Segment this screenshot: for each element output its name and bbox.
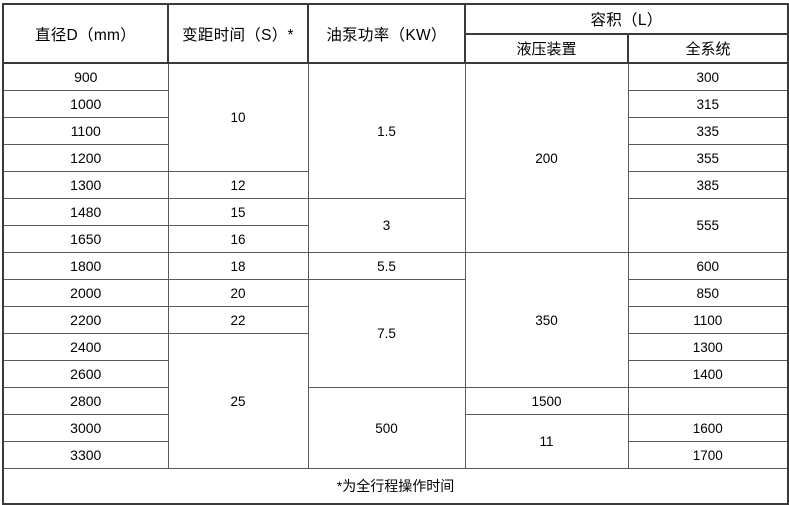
- cell-diameter: 2000: [2, 279, 169, 307]
- cell-diameter: 1480: [2, 198, 169, 226]
- table-body: 900 10 1.5 200 300 1000 315 1100 335 1200 355 1300 1…: [2, 62, 789, 469]
- cell-volume-system: 600: [627, 252, 789, 280]
- header-row-secondary: 液压装置 全系统: [3, 33, 789, 64]
- cell-pitch-time: 16: [167, 225, 309, 253]
- cell-diameter: 1200: [2, 144, 169, 172]
- cell-diameter: 2600: [2, 360, 169, 388]
- table-row: 1000 315: [2, 90, 789, 118]
- cell-pitch-time: 10: [167, 62, 309, 172]
- spec-table-container: 直径D（mm） 变距时间（S）* 油泵功率（KW） 容积（L） 液压装置 全系统…: [2, 3, 789, 505]
- cell-diameter: 1100: [2, 117, 169, 145]
- table-row: 2200 22 1100: [2, 306, 789, 334]
- table-row: 1200 355: [2, 144, 789, 172]
- table-row: 1650 16: [2, 225, 788, 253]
- table-row: 900 10 1.5 200 300: [2, 62, 789, 253]
- header-volume-system: 全系统: [627, 33, 789, 64]
- cell-diameter: 1000: [2, 90, 169, 118]
- header-pump-power: 油泵功率（KW）: [307, 3, 466, 64]
- cell-volume-system: 1500: [464, 387, 629, 415]
- cell-diameter: 2800: [2, 387, 169, 415]
- header-volume-group: 容积（L）: [464, 3, 789, 35]
- cell-pump-power: 11: [464, 414, 629, 469]
- header-pitch-time: 变距时间（S）*: [167, 3, 309, 64]
- cell-pitch-time: 25: [167, 333, 309, 469]
- cell-pump-power: 1.5: [307, 62, 466, 199]
- cell-volume-hydraulic: 200: [464, 62, 629, 253]
- cell-pitch-time: 22: [167, 306, 309, 334]
- cell-pitch-time: 18: [167, 252, 309, 280]
- cell-diameter: 900: [2, 62, 169, 91]
- table-row: 1800 18 5.5 350 600: [2, 252, 789, 388]
- cell-diameter: 1300: [2, 171, 169, 199]
- cell-volume-system: 1700: [627, 441, 789, 469]
- cell-volume-system: 335: [627, 117, 789, 145]
- cell-volume-system: 1100: [627, 306, 789, 334]
- header-volume-hydraulic: 液压装置: [464, 33, 629, 64]
- cell-diameter: 3000: [2, 414, 169, 442]
- cell-volume-hydraulic: 350: [464, 252, 629, 388]
- cell-pitch-time: 20: [167, 279, 309, 307]
- header-row-primary: 直径D（mm） 变距时间（S）* 油泵功率（KW） 容积（L）: [2, 3, 789, 64]
- cell-volume-system: 1400: [627, 360, 789, 388]
- cell-diameter: 3300: [2, 441, 169, 469]
- table-row: 3300 1700: [2, 441, 789, 469]
- cell-volume-system: 355: [627, 144, 789, 172]
- cell-volume-system: 1300: [627, 333, 789, 361]
- hydraulic-specification-table: 直径D（mm） 变距时间（S）* 油泵功率（KW） 容积（L） 液压装置 全系统…: [2, 3, 789, 505]
- table-row: 1480 15 3 555: [2, 198, 789, 253]
- footnote-text: *为全行程操作时间: [2, 468, 789, 505]
- cell-diameter: 1650: [2, 225, 169, 253]
- cell-diameter: 2400: [2, 333, 169, 361]
- table-row: 1300 12 385: [2, 171, 789, 199]
- cell-volume-system: 315: [627, 90, 789, 118]
- cell-diameter: 2200: [2, 306, 169, 334]
- table-row: 3000 11 1600: [2, 414, 789, 469]
- cell-pitch-time: 15: [167, 198, 309, 226]
- cell-volume-system: 555: [627, 198, 789, 253]
- cell-volume-system: 300: [627, 62, 789, 91]
- cell-volume-hydraulic: 500: [307, 387, 466, 469]
- table-footer: *为全行程操作时间: [2, 468, 789, 505]
- table-row: 2800 500 1500: [2, 387, 788, 469]
- header-diameter: 直径D（mm）: [2, 3, 169, 64]
- table-row: 1100 335: [2, 117, 789, 145]
- table-header: 直径D（mm） 变距时间（S）* 油泵功率（KW） 容积（L） 液压装置 全系统: [2, 3, 789, 64]
- footnote-row: *为全行程操作时间: [2, 468, 789, 505]
- table-row: 2400 25 1300: [2, 333, 789, 469]
- table-row: 2600 1400: [2, 360, 789, 388]
- cell-diameter: 1800: [2, 252, 169, 280]
- cell-pump-power: 5.5: [307, 252, 466, 280]
- cell-volume-system: 385: [627, 171, 789, 199]
- cell-volume-system: 1600: [627, 414, 789, 442]
- cell-pump-power: 7.5: [307, 279, 466, 388]
- table-row: 2000 20 7.5 850: [2, 279, 789, 388]
- cell-pump-power: 3: [307, 198, 466, 253]
- cell-pitch-time: 12: [167, 171, 309, 199]
- cell-volume-system: 850: [627, 279, 789, 307]
